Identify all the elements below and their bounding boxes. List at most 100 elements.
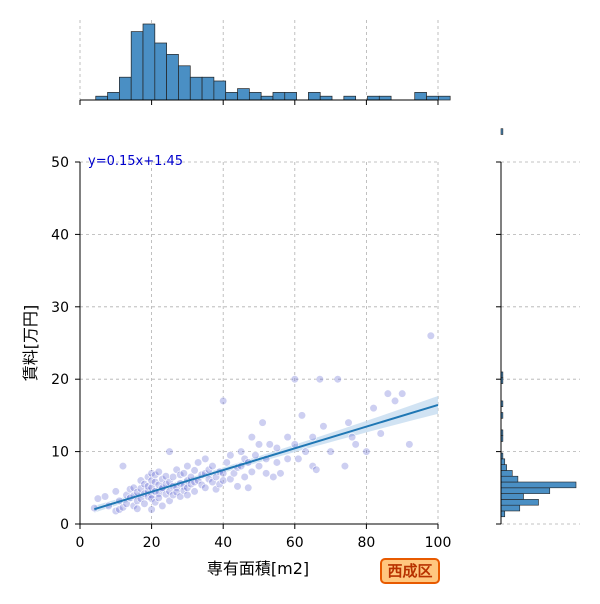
y-tick-label: 30: [51, 300, 69, 316]
x-tick-label: 20: [143, 535, 161, 551]
scatter-point: [312, 465, 321, 474]
y-tick-label: 20: [51, 372, 69, 388]
scatter-point: [219, 396, 228, 406]
x-tick-label: 40: [214, 535, 232, 551]
scatter-point: [140, 499, 149, 508]
scatter-point: [93, 494, 102, 503]
scatter-point: [154, 467, 163, 476]
scatter-point: [183, 461, 192, 471]
scatter-point: [147, 505, 156, 514]
x-hist-bar: [95, 95, 108, 101]
x-hist-bar: [237, 88, 250, 101]
scatter-point: [347, 433, 357, 442]
regression-line-group: [94, 403, 439, 511]
x-hist-bar: [414, 92, 427, 101]
scatter-point: [133, 504, 142, 513]
x-hist-bar: [107, 92, 120, 101]
x-hist-bar: [343, 95, 357, 101]
y-marginal-histogram: [496, 128, 580, 525]
y-hist-bar: [500, 481, 577, 489]
scatter-point: [290, 375, 299, 384]
x-hist-bar: [119, 76, 132, 101]
scatter-point: [244, 483, 253, 492]
scatter-point: [272, 443, 282, 453]
scatter-point: [226, 451, 235, 460]
x-tick-label: 60: [286, 535, 304, 551]
scatter-point: [283, 433, 292, 442]
scatter-point: [319, 422, 328, 431]
scatter-point: [190, 466, 199, 475]
regression-equation: y=0.15x+1.45: [88, 154, 183, 169]
x-hist-bar: [426, 95, 439, 101]
scatter-point: [390, 396, 400, 406]
y-hist-bar: [500, 128, 504, 135]
axes: 0 20 40 60 80 100 0 10 20 30 40 50: [51, 155, 451, 551]
y-hist-bar: [500, 493, 524, 500]
scatter-point: [369, 404, 378, 413]
x-hist-bar: [225, 92, 238, 101]
x-hist-bar: [178, 65, 191, 101]
x-hist-bar: [166, 54, 179, 101]
scatter-point: [237, 447, 246, 456]
x-hist-bar: [319, 95, 333, 101]
scatter-point: [405, 440, 414, 449]
scatter-point: [294, 454, 303, 463]
y-hist-bar: [500, 487, 551, 494]
x-hist-bar: [213, 80, 227, 101]
scatter-point: [100, 492, 110, 501]
scatter-point: [262, 469, 271, 478]
x-hist-bar: [201, 76, 215, 101]
scatter-point: [165, 447, 174, 456]
x-hist-bar: [189, 76, 203, 101]
scatter-point: [190, 487, 199, 496]
scatter-point: [308, 433, 317, 442]
x-tick-label: 80: [357, 535, 375, 551]
scatter-point: [297, 411, 307, 420]
regression-line: [94, 403, 439, 511]
scatter-point: [362, 447, 371, 456]
scatter-point: [118, 461, 128, 471]
x-hist-bar: [154, 42, 167, 101]
scatter-point: [340, 461, 350, 471]
x-tick-label: 100: [425, 535, 452, 551]
scatter-point: [240, 472, 249, 482]
scatter-point: [219, 476, 228, 485]
scatter-point: [272, 458, 282, 467]
scatter-point: [344, 418, 353, 427]
scatter-point: [398, 389, 407, 398]
x-hist-bar: [284, 92, 297, 101]
scatter-point: [351, 440, 360, 449]
scatter-point: [254, 440, 264, 449]
y-hist-bar: [500, 504, 521, 512]
scatter-point: [179, 469, 188, 478]
scatter-point: [247, 467, 256, 476]
x-hist-bar: [438, 95, 451, 101]
y-hist-bar: [500, 464, 507, 471]
x-hist-bar: [130, 31, 144, 101]
y-hist-bar: [500, 499, 539, 506]
scatter-point: [201, 454, 210, 463]
scatter-point: [154, 493, 163, 503]
y-hist-bar: [500, 470, 513, 477]
y-tick-label: 10: [51, 445, 69, 461]
scatter-point: [168, 472, 178, 482]
y-hist-bar: [500, 510, 506, 518]
scatter-point: [183, 490, 192, 500]
scatter-point: [201, 483, 210, 492]
scatter-point: [301, 447, 310, 456]
scatter-point: [254, 461, 264, 471]
scatter-point: [222, 458, 231, 467]
x-hist-bar: [367, 95, 380, 101]
x-hist-bar: [260, 95, 274, 101]
y-tick-label: 40: [51, 227, 69, 243]
x-marginal-histogram: [79, 20, 451, 105]
district-badge: 西成区: [380, 558, 440, 584]
x-hist-bar: [378, 95, 392, 101]
scatter-point: [111, 487, 120, 496]
x-hist-bar: [142, 23, 156, 101]
scatter-point: [376, 429, 385, 438]
scatter-point: [247, 433, 256, 442]
x-hist-bar: [272, 92, 286, 101]
